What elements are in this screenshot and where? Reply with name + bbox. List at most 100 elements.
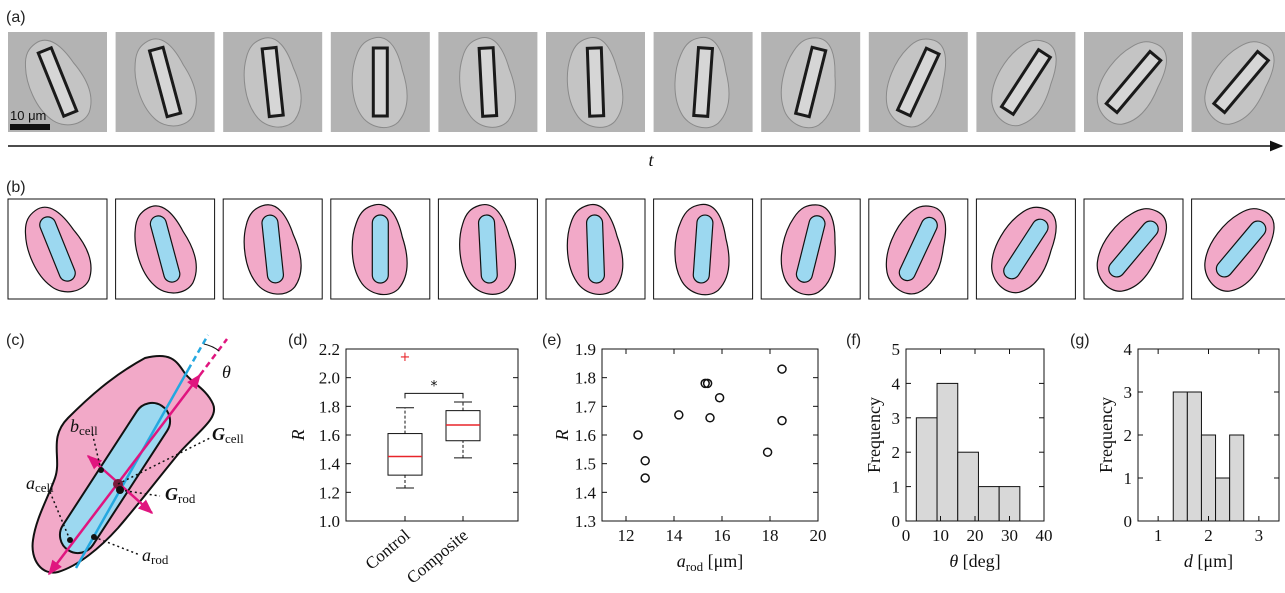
- x-tick-label: 16: [714, 526, 731, 545]
- theta-arc: [203, 343, 220, 352]
- microscopy-frame: [438, 32, 538, 132]
- panel-label-a: (a): [6, 9, 26, 26]
- segmentation-frame: [760, 198, 861, 300]
- significance-bracket: [404, 392, 464, 399]
- scatter-point: [714, 392, 725, 403]
- y-tick-label: 4: [1124, 340, 1133, 359]
- g-cell-label: Gcell: [212, 424, 244, 446]
- a-rod-label: arod: [142, 545, 169, 567]
- outlier-point: +: [400, 350, 411, 365]
- y-tick-label: 1.4: [575, 483, 597, 502]
- cell-image: [780, 37, 836, 129]
- microscopy-frame: [1084, 32, 1183, 132]
- segmentation-frame: [868, 198, 969, 300]
- segmentation-frame: [1083, 198, 1184, 300]
- histogram-bar: [957, 451, 979, 522]
- segmented-cell: [1096, 208, 1167, 292]
- y-tick-label: 3: [1124, 383, 1133, 402]
- cell-axis-extension: [199, 338, 228, 376]
- category-label: Composite: [403, 526, 472, 588]
- segmentation-frame: [7, 198, 108, 300]
- histogram-bar: [936, 382, 959, 522]
- plot-frame: [345, 348, 519, 522]
- y-axis-label: R: [552, 430, 572, 442]
- segmented-cell: [991, 206, 1057, 294]
- microscopy-frame: [330, 32, 430, 132]
- b-cell-leader: [91, 431, 102, 471]
- significance-star: *: [431, 378, 438, 394]
- y-axis-label: R: [288, 430, 308, 442]
- scatter-point: [640, 456, 650, 466]
- rod-region: [39, 216, 76, 282]
- segmentation-frame: [330, 198, 431, 300]
- y-axis-label: Frequency: [864, 397, 884, 473]
- microscopy-frame: [976, 32, 1076, 132]
- segmented-cell: [674, 203, 730, 296]
- microscopy-frame: [8, 32, 107, 132]
- histogram-bar: [998, 486, 1021, 522]
- cell-image: [1096, 41, 1167, 125]
- rod-region: [585, 214, 606, 284]
- y-tick-label: 1: [1124, 469, 1133, 488]
- y-tick-label: 5: [892, 340, 901, 359]
- segmented-cell: [1204, 208, 1275, 292]
- segmentation-row: [7, 198, 1285, 300]
- theta-symbol: θ: [222, 362, 231, 382]
- segmentation-frame: [545, 198, 646, 300]
- segmented-cell: [134, 205, 197, 294]
- microscopy-frame: [223, 32, 323, 132]
- a-cell-leader: [49, 491, 71, 541]
- panel-label-b: (b): [6, 179, 26, 196]
- histogram-bar: [977, 486, 1000, 522]
- y-tick-label: 1.4: [319, 455, 341, 474]
- y-tick-label: 1: [892, 478, 901, 497]
- category-label: Control: [362, 525, 414, 573]
- x-tick-label: 12: [618, 526, 635, 545]
- scale-bar: 10 μm: [10, 108, 50, 130]
- microscopy-frame: [1191, 32, 1285, 132]
- microscopy-frame: [761, 32, 861, 132]
- segmentation-frame: [975, 198, 1076, 300]
- rod-image: [147, 45, 183, 119]
- b-cell-label: bcell: [70, 416, 98, 438]
- scatter-point: [705, 413, 715, 423]
- cell-image: [459, 37, 516, 128]
- cell-image: [1204, 41, 1275, 125]
- box: [387, 433, 423, 476]
- scale-bar-label: 10 μm: [10, 108, 46, 123]
- rod-image: [371, 46, 389, 118]
- a-cell-label: acell: [26, 473, 54, 495]
- histogram-bar: [915, 417, 938, 522]
- segmented-cell: [885, 205, 947, 295]
- histogram-bar: [1200, 434, 1217, 522]
- a-rod-leader: [93, 536, 141, 556]
- theta-histogram: 0 1 2 3 4 5 0 10 20 30 40 Frequency θ [deg]: [864, 340, 1053, 571]
- rod-region: [261, 214, 285, 284]
- rod-image: [585, 46, 606, 118]
- cell-image: [674, 37, 730, 129]
- segmented-cell: [24, 206, 92, 293]
- y-tick-label: 2: [892, 443, 901, 462]
- panel-label-c: (c): [6, 332, 25, 349]
- cell-image: [134, 38, 197, 127]
- y-tick-label: 3: [892, 409, 901, 428]
- y-tick-label: 2.0: [319, 369, 340, 388]
- g-rod-leader: [119, 489, 161, 497]
- y-tick-label: 1.2: [319, 483, 340, 502]
- x-tick-label: 14: [666, 526, 684, 545]
- scatter-point: [674, 410, 684, 420]
- y-tick-label: 1.0: [319, 512, 340, 531]
- microscopy-row: [8, 32, 1285, 132]
- microscopy-frame: [546, 32, 645, 132]
- x-tick-label: 40: [1036, 526, 1053, 545]
- segmented-cell: [459, 203, 517, 295]
- x-axis-label: arod [μm]: [677, 551, 743, 574]
- g-cell-leader: [117, 437, 211, 485]
- d-histogram: 0 1 2 3 4 1 2 3 Frequency d [μm]: [1096, 340, 1280, 571]
- segmentation-frame: [437, 198, 538, 300]
- y-tick-label: 1.6: [319, 426, 340, 445]
- segmentation-frame: [115, 198, 216, 300]
- x-tick-label: 20: [967, 526, 984, 545]
- scatter-point: [762, 447, 773, 457]
- scatter-point: [640, 473, 650, 483]
